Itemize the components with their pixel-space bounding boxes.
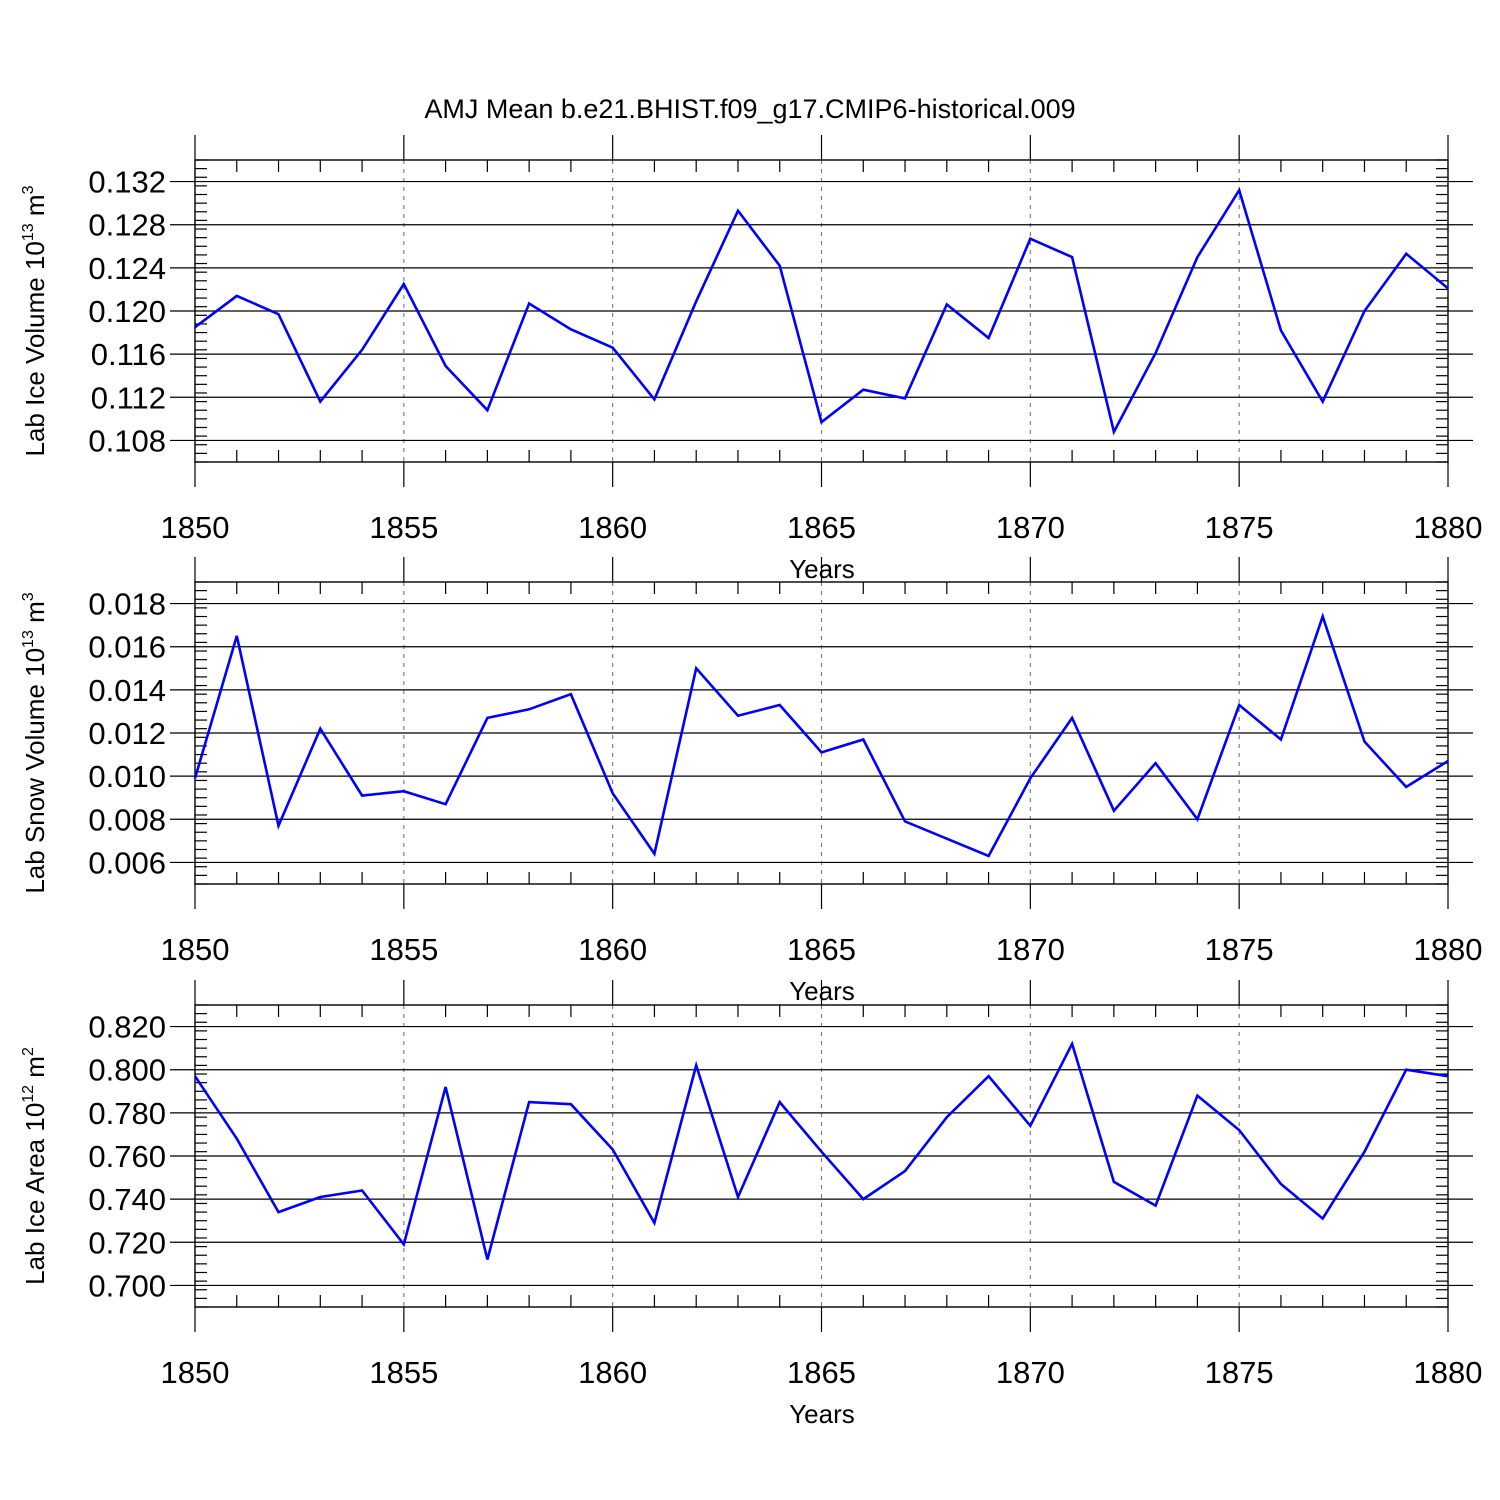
y-axis-title: Lab Ice Volume 1013 m3: [20, 185, 50, 456]
series-line: [194, 187, 1449, 436]
x-tick-label: 1865: [787, 932, 856, 967]
y-tick-label: 0.112: [91, 380, 166, 415]
x-tick-label: 1850: [161, 1355, 230, 1390]
y-tick-label: 0.132: [88, 165, 166, 200]
x-tick-label: 1875: [1205, 1355, 1274, 1390]
x-tick-label: 1865: [787, 1355, 856, 1390]
x-tick-label: 1860: [578, 1355, 647, 1390]
x-tick-label: 1875: [1205, 932, 1274, 967]
y-tick-label: 0.120: [88, 294, 166, 329]
panel-snow-volume: 0.006 0.008 0.010 0.012 0.014 0.016 0.018 1850…: [20, 557, 1482, 1006]
series-line: [193, 1040, 1449, 1260]
chart-title: AMJ Mean b.e21.BHIST.f09_g17.CMIP6-histo…: [424, 94, 1075, 124]
y-tick-label: 0.720: [88, 1225, 166, 1260]
x-tick-label: 1875: [1205, 510, 1274, 545]
x-tick-label: 1855: [369, 1355, 438, 1390]
y-tick-label: 0.128: [88, 208, 166, 243]
x-tick-label: 1850: [161, 932, 230, 967]
panel-ice-volume: 0.108 0.112 0.116 0.120 0.124 0.128 0.132 1850…: [20, 135, 1482, 584]
x-tick-label: 1870: [996, 932, 1065, 967]
y-axis-title: Lab Ice Area 1012 m2: [20, 1047, 50, 1285]
series-line: [193, 612, 1449, 858]
panel-ice-area: 0.700 0.720 0.740 0.760 0.780 0.800 0.820 1850…: [20, 980, 1482, 1429]
x-tick-label: 1855: [369, 932, 438, 967]
y-tick-label: 0.820: [88, 1010, 166, 1045]
x-tick-label: 1865: [787, 510, 856, 545]
x-tick-label: 1850: [161, 510, 230, 545]
y-tick-label: 0.740: [88, 1182, 166, 1217]
x-tick-label: 1860: [578, 932, 647, 967]
y-tick-label: 0.012: [88, 716, 166, 751]
y-tick-label: 0.780: [88, 1096, 166, 1131]
x-tick-label: 1880: [1414, 1355, 1483, 1390]
y-tick-label: 0.800: [88, 1053, 166, 1088]
x-tick-label: 1860: [578, 510, 647, 545]
y-tick-label: 0.010: [88, 759, 166, 794]
y-tick-label: 0.014: [88, 673, 166, 708]
y-tick-label: 0.124: [88, 251, 166, 286]
y-tick-label: 0.116: [91, 337, 166, 372]
y-tick-label: 0.108: [88, 423, 166, 458]
y-tick-label: 0.008: [88, 802, 166, 837]
y-tick-label: 0.006: [88, 845, 166, 880]
y-tick-label: 0.016: [88, 630, 166, 665]
x-tick-label: 1880: [1414, 932, 1483, 967]
x-axis-title: Years: [789, 1399, 855, 1429]
x-tick-label: 1855: [369, 510, 438, 545]
y-tick-label: 0.700: [88, 1268, 166, 1303]
x-tick-label: 1870: [996, 1355, 1065, 1390]
y-tick-label: 0.760: [88, 1139, 166, 1174]
y-axis-title: Lab Snow Volume 1013 m3: [20, 592, 50, 893]
y-tick-label: 0.018: [88, 587, 166, 622]
x-tick-label: 1870: [996, 510, 1065, 545]
x-tick-label: 1880: [1414, 510, 1483, 545]
